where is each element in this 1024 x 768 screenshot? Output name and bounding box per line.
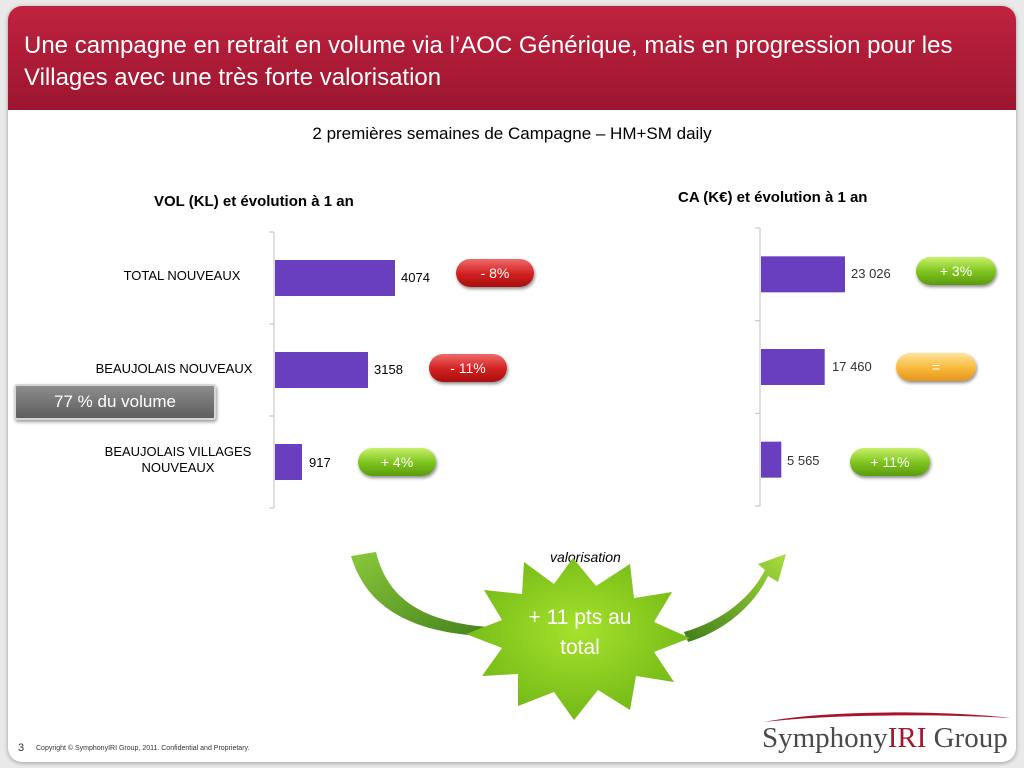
- right-curved-arrow: [684, 554, 786, 642]
- ca-bar-total: [761, 256, 845, 293]
- vol-value-label-beaujolais: 3158: [374, 362, 403, 377]
- starburst-shape: [466, 558, 690, 720]
- valorisation-label: valorisation: [550, 549, 621, 565]
- vol-evolution-badge-villages: + 4%: [358, 448, 436, 476]
- vol-evolution-badge-beaujolais: - 11%: [429, 354, 507, 382]
- vol-bar-beaujolais: [275, 352, 369, 388]
- page-number: 3: [18, 742, 25, 754]
- starburst-text-line2: total: [560, 636, 600, 659]
- slide-subtitle: 2 premières semaines de Campagne – HM+SM…: [312, 124, 712, 143]
- ca-chart-title: CA (K€) et évolution à 1 an: [678, 189, 868, 206]
- logo-swoosh-icon: [764, 712, 1010, 722]
- category-label-villages: BEAUJOLAIS VILLAGES NOUVEAUX: [104, 444, 252, 475]
- slide: Une campagne en retrait en volume via l’…: [8, 6, 1016, 762]
- logo-text-iri: IRI: [887, 722, 927, 754]
- left-curved-arrow: [351, 552, 508, 637]
- starburst-text-line1: + 11 pts au: [529, 606, 632, 629]
- vol-evolution-badge-total: - 8%: [456, 259, 534, 287]
- ca-value-label-total: 23 026: [851, 266, 891, 281]
- ca-evolution-badge-total: + 3%: [916, 257, 996, 285]
- company-logo: SymphonyIRI Group: [758, 710, 1012, 758]
- category-label-total: TOTAL NOUVEAUX: [123, 268, 241, 283]
- ca-value-label-beaujolais: 17 460: [832, 359, 872, 374]
- charts-canvas: [269, 227, 845, 509]
- vol-value-label-villages: 917: [309, 455, 331, 470]
- ca-evolution-badge-beaujolais: =: [896, 353, 976, 381]
- vol-bar-total: [275, 260, 395, 296]
- valorisation-graphic: + 11 pts au total: [351, 552, 786, 720]
- vol-chart-axis: [269, 231, 275, 509]
- ca-value-label-villages: 5 565: [787, 453, 820, 468]
- copyright-text: Copyright © SymphonyIRI Group, 2011. Con…: [36, 745, 250, 752]
- logo-text-group: Group: [926, 722, 1008, 754]
- ca-evolution-badge-villages: + 11%: [850, 448, 930, 476]
- title-bar: Une campagne en retrait en volume via l’…: [8, 6, 1016, 110]
- vol-value-label-total: 4074: [401, 270, 430, 285]
- ca-chart-axis: [755, 227, 761, 507]
- ca-bar-beaujolais: [761, 349, 825, 385]
- ca-bar-villages: [761, 441, 782, 478]
- slide-title: Une campagne en retrait en volume via l’…: [24, 32, 953, 91]
- volume-share-callout: 77 % du volume: [14, 384, 216, 420]
- category-label-beaujolais: BEAUJOLAIS NOUVEAUX: [95, 361, 253, 376]
- logo-text-symphony: Symphony: [762, 722, 888, 754]
- vol-chart-bars: [275, 260, 395, 480]
- vol-chart-title: VOL (KL) et évolution à 1 an: [154, 193, 354, 210]
- ca-chart-bars: [761, 256, 845, 478]
- vol-bar-villages: [275, 444, 303, 480]
